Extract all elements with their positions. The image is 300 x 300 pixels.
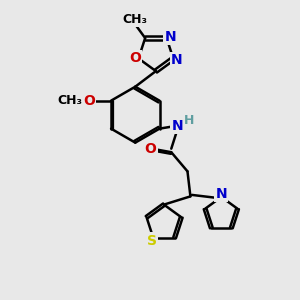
Text: O: O bbox=[129, 52, 141, 65]
Text: H: H bbox=[184, 114, 195, 127]
Text: N: N bbox=[171, 53, 183, 67]
Text: N: N bbox=[171, 119, 183, 133]
Text: O: O bbox=[145, 142, 157, 156]
Text: S: S bbox=[147, 234, 157, 248]
Text: N: N bbox=[215, 187, 227, 201]
Text: N: N bbox=[164, 30, 176, 44]
Text: CH₃: CH₃ bbox=[57, 94, 82, 107]
Text: CH₃: CH₃ bbox=[122, 13, 147, 26]
Text: O: O bbox=[83, 94, 95, 108]
